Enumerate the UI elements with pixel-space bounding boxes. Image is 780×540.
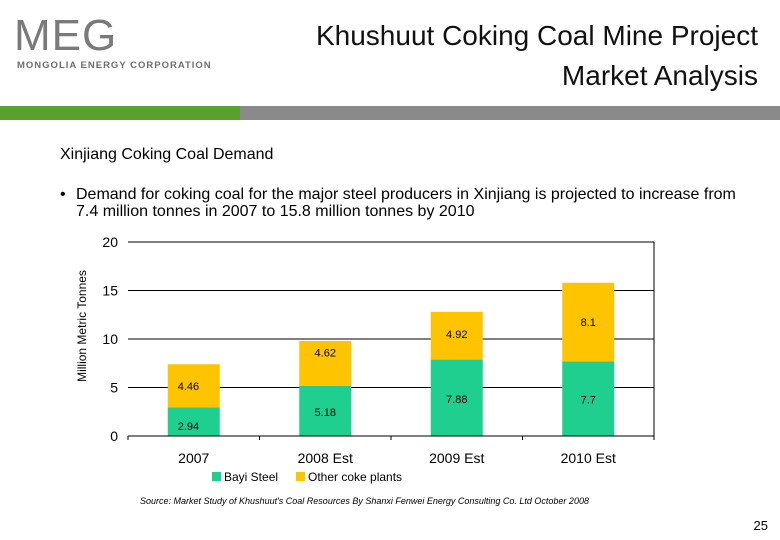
data-label: 7.7 <box>581 395 596 407</box>
data-label: 8.1 <box>581 317 596 329</box>
bullet-icon: • <box>60 186 66 203</box>
bar-segment <box>430 311 483 360</box>
logo-mark: MEG <box>14 11 118 60</box>
x-tick-label: 2010 Est <box>561 450 616 466</box>
company-logo: MEG MONGOLIA ENERGY CORPORATION <box>14 12 246 74</box>
bar-segment <box>167 364 220 408</box>
bar-segment <box>299 340 352 386</box>
x-tick-label: 2007 <box>178 450 209 466</box>
y-tick-label: 15 <box>102 283 118 299</box>
data-label: 4.92 <box>446 329 467 341</box>
y-tick-label: 5 <box>110 380 118 396</box>
bar-segment <box>167 407 220 436</box>
y-tick-label: 10 <box>102 331 118 347</box>
legend-label: Bayi Steel <box>224 470 278 484</box>
logo-subtitle: MONGOLIA ENERGY CORPORATION <box>17 60 212 71</box>
legend-label: Other coke plants <box>308 470 402 484</box>
section-title: Xinjiang Coking Coal Demand <box>60 146 274 163</box>
data-label: 4.46 <box>178 381 199 393</box>
source-note: Source: Market Study of Khushuut's Coal … <box>140 496 589 506</box>
y-tick-label: 0 <box>110 428 118 444</box>
bar-segment <box>299 385 352 436</box>
data-label: 4.62 <box>315 348 336 360</box>
header-band-gray <box>240 106 780 120</box>
y-tick-label: 20 <box>102 234 118 250</box>
bullet-text: Demand for coking coal for the major ste… <box>76 186 736 220</box>
header-band-green <box>0 106 240 120</box>
x-tick-label: 2009 Est <box>429 450 484 466</box>
bar-segment <box>562 282 615 362</box>
x-tick-label: 2008 Est <box>298 450 353 466</box>
data-label: 7.88 <box>446 394 467 406</box>
y-axis-label: Million Metric Tonnes <box>75 270 89 382</box>
data-label: 5.18 <box>315 407 336 419</box>
legend-swatch <box>296 472 305 481</box>
page-subtitle: Market Analysis <box>561 60 758 91</box>
data-label: 2.94 <box>178 421 199 433</box>
page-number: 25 <box>753 518 768 533</box>
bullet-point: • Demand for coking coal for the major s… <box>60 186 740 220</box>
legend-swatch <box>212 472 221 481</box>
bar-segment <box>562 361 615 436</box>
bar-segment <box>430 359 483 436</box>
page-title: Khushuut Coking Coal Mine Project <box>315 20 758 51</box>
